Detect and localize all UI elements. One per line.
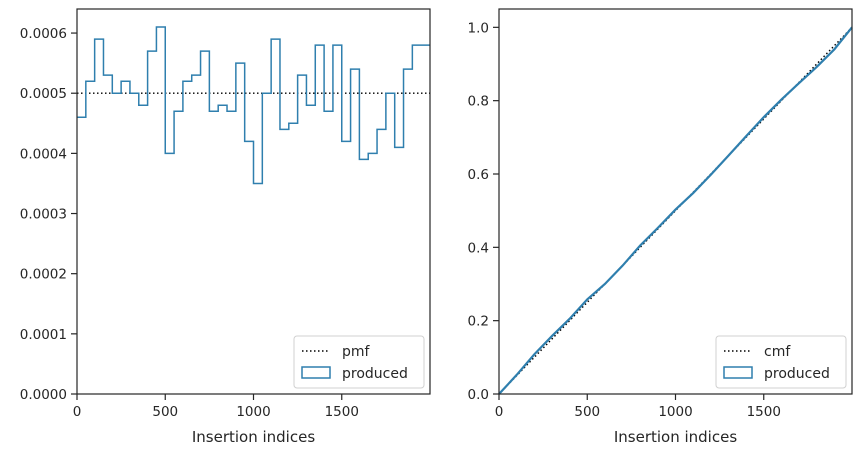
y-tick-label: 0.4 bbox=[468, 240, 489, 256]
legend-produced-label: produced bbox=[764, 366, 830, 382]
cmf-chart-panel: 0 500 1000 1500 0.0 0.2 0.4 0.6 0.8 1.0 Insertion … bbox=[468, 8, 853, 446]
x-tick-label: 1000 bbox=[236, 404, 270, 420]
legend-box bbox=[293, 335, 425, 389]
x-tick-label: 0 bbox=[73, 404, 82, 420]
legend-box bbox=[715, 335, 847, 389]
y-tick-label: 0.0005 bbox=[20, 86, 67, 102]
legend-produced-label: produced bbox=[342, 366, 408, 382]
x-tick-label: 1500 bbox=[747, 404, 781, 420]
y-tick-label: 0.0001 bbox=[20, 327, 67, 343]
x-axis-label: Insertion indices bbox=[192, 428, 315, 446]
y-tick-label: 0.6 bbox=[468, 167, 489, 183]
x-tick-label: 500 bbox=[574, 404, 600, 420]
y-tick-label: 0.2 bbox=[468, 314, 489, 330]
legend: cmf produced bbox=[715, 335, 847, 389]
legend-reference-label: cmf bbox=[764, 344, 791, 360]
legend: pmf produced bbox=[293, 335, 425, 389]
y-tick-label: 0.0006 bbox=[20, 26, 67, 42]
produced-cumulative-line bbox=[498, 26, 853, 395]
y-tick-label: 0.0004 bbox=[20, 146, 67, 162]
legend-reference-label: pmf bbox=[342, 344, 371, 360]
y-tick-label: 1.0 bbox=[468, 20, 489, 36]
y-tick-label: 0.0 bbox=[468, 387, 489, 403]
y-tick-label: 0.0000 bbox=[20, 387, 67, 403]
x-tick-label: 1500 bbox=[325, 404, 359, 420]
y-tick-label: 0.8 bbox=[468, 94, 489, 110]
x-tick-label: 0 bbox=[495, 404, 504, 420]
y-tick-label: 0.0003 bbox=[20, 207, 67, 223]
pmf-chart-panel: 0 500 1000 1500 0.0000 0.0001 0.0002 0.0003 0.00… bbox=[20, 8, 431, 446]
y-tick-label: 0.0002 bbox=[20, 267, 67, 283]
x-tick-label: 500 bbox=[152, 404, 178, 420]
x-axis-label: Insertion indices bbox=[614, 428, 737, 446]
x-tick-label: 1000 bbox=[658, 404, 692, 420]
produced-step-line bbox=[77, 26, 430, 185]
legend-produced-swatch bbox=[301, 366, 331, 379]
legend-produced-swatch bbox=[723, 366, 753, 379]
